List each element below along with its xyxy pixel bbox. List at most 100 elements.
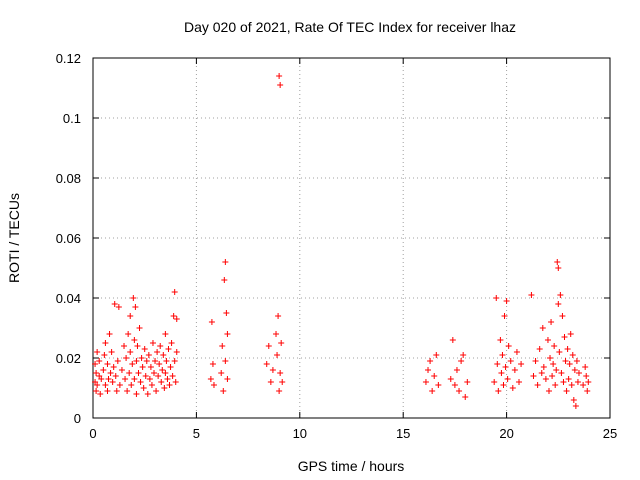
data-point <box>505 343 512 349</box>
data-point <box>207 376 214 382</box>
data-point <box>223 310 230 316</box>
data-point <box>162 331 169 337</box>
data-point <box>552 382 559 388</box>
data-point <box>96 358 103 364</box>
data-point <box>131 337 138 343</box>
data-point <box>137 379 144 385</box>
data-point <box>509 385 516 391</box>
data-point <box>565 376 572 382</box>
data-point <box>154 349 161 355</box>
data-point <box>171 358 178 364</box>
data-point <box>122 376 129 382</box>
data-point <box>222 259 229 265</box>
data-point <box>278 340 285 346</box>
data-point <box>569 352 576 358</box>
data-point <box>127 313 134 319</box>
data-point <box>453 367 460 373</box>
data-point <box>493 295 500 301</box>
data-point <box>104 388 111 394</box>
data-point <box>501 313 508 319</box>
x-tick-label: 25 <box>603 426 617 441</box>
data-point <box>511 367 518 373</box>
data-point <box>584 388 591 394</box>
data-point <box>219 343 226 349</box>
data-point <box>170 313 177 319</box>
data-point <box>431 373 438 379</box>
data-point <box>427 358 434 364</box>
data-point <box>168 340 175 346</box>
data-point <box>126 370 133 376</box>
data-point <box>274 352 281 358</box>
data-point <box>456 388 463 394</box>
chart-title: Day 020 of 2021, Rate Of TEC Index for r… <box>184 19 516 35</box>
data-point <box>100 367 107 373</box>
data-point <box>462 394 469 400</box>
data-point <box>518 361 525 367</box>
data-point <box>158 379 165 385</box>
data-point <box>171 289 178 295</box>
data-point <box>572 403 579 409</box>
data-point <box>500 382 507 388</box>
data-point <box>447 376 454 382</box>
data-point <box>558 370 565 376</box>
data-points <box>92 73 592 409</box>
data-point <box>530 373 537 379</box>
data-point <box>499 352 506 358</box>
y-tick-label: 0.08 <box>56 171 81 186</box>
data-point <box>118 367 125 373</box>
data-point <box>145 352 152 358</box>
data-point <box>551 343 558 349</box>
data-point <box>105 376 112 382</box>
data-point <box>555 265 562 271</box>
data-point <box>559 313 566 319</box>
y-tick-label: 0.02 <box>56 351 81 366</box>
y-tick-label: 0.1 <box>63 111 81 126</box>
data-point <box>142 373 149 379</box>
data-point <box>115 304 122 310</box>
data-point <box>224 376 231 382</box>
data-point <box>545 388 552 394</box>
data-point <box>97 391 104 397</box>
data-point <box>553 367 560 373</box>
data-point <box>570 397 577 403</box>
data-point <box>135 370 142 376</box>
data-point <box>550 361 557 367</box>
data-point <box>498 370 505 376</box>
data-point <box>547 355 554 361</box>
data-point <box>564 346 571 352</box>
data-point <box>162 370 169 376</box>
data-point <box>516 379 523 385</box>
data-point <box>555 301 562 307</box>
data-point <box>131 376 138 382</box>
data-point <box>98 376 105 382</box>
data-point <box>210 382 217 388</box>
data-point <box>163 358 170 364</box>
data-point <box>267 379 274 385</box>
data-point <box>164 376 171 382</box>
data-point <box>504 376 511 382</box>
data-point <box>125 331 132 337</box>
data-point <box>458 358 465 364</box>
data-point <box>148 382 155 388</box>
data-point <box>532 358 539 364</box>
data-point <box>93 370 100 376</box>
data-point <box>132 304 139 310</box>
data-point <box>563 388 570 394</box>
data-point <box>146 376 153 382</box>
data-point <box>157 343 164 349</box>
data-point <box>147 364 154 370</box>
data-point <box>449 337 456 343</box>
data-point <box>583 373 590 379</box>
data-point <box>544 337 551 343</box>
data-point <box>101 352 108 358</box>
data-point <box>277 370 284 376</box>
data-point <box>273 331 280 337</box>
grid-lines <box>93 58 610 418</box>
data-point <box>549 373 556 379</box>
data-point <box>567 331 574 337</box>
data-point <box>172 379 179 385</box>
data-point <box>548 319 555 325</box>
data-point <box>265 343 272 349</box>
data-point <box>425 367 432 373</box>
